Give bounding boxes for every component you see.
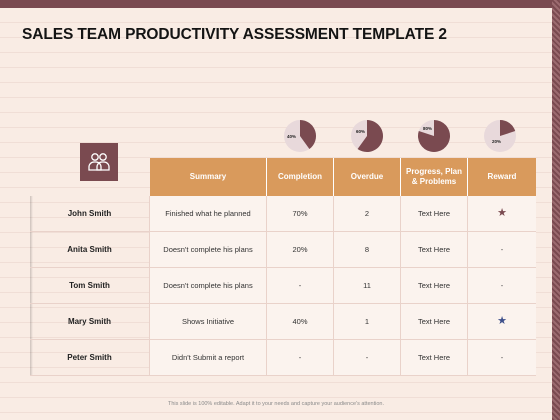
pie-label: 20% — [492, 139, 502, 144]
team-icon-box — [80, 143, 118, 181]
pie-svg — [418, 120, 450, 152]
pie-chart-reward: 20% — [483, 119, 517, 153]
pie-chart-progress: 80% — [417, 119, 451, 153]
table-row: Tom Smith Doesn't complete his plans - 1… — [30, 268, 536, 304]
row-overdue: 8 — [334, 232, 401, 267]
star-icon: ★ — [497, 207, 507, 219]
page-title: SALES TEAM PRODUCTIVITY ASSESSMENT TEMPL… — [22, 26, 447, 43]
table-header-row: Summary Completion Overdue Progress, Pla… — [30, 158, 536, 196]
row-summary: Finished what he planned — [150, 196, 267, 231]
row-reward: ★ — [468, 196, 536, 231]
row-progress: Text Here — [401, 340, 468, 375]
reward-dash: - — [500, 281, 504, 290]
pie-label: 60% — [356, 129, 366, 134]
row-progress: Text Here — [401, 268, 468, 303]
row-completion: 70% — [267, 196, 334, 231]
row-name: Tom Smith — [30, 268, 150, 303]
header-progress: Progress, Plan & Problems — [401, 158, 468, 196]
pie-value-slice — [500, 120, 516, 136]
header-summary: Summary — [150, 158, 267, 196]
pie-chart-overdue: 60% — [350, 119, 384, 153]
row-reward: - — [468, 340, 536, 375]
row-progress: Text Here — [401, 304, 468, 339]
row-name: Mary Smith — [30, 304, 150, 339]
pie-value-slice — [300, 120, 316, 149]
pie-label: 40% — [287, 134, 297, 139]
row-completion: - — [267, 340, 334, 375]
header-completion: Completion — [267, 158, 334, 196]
star-icon: ★ — [497, 315, 507, 327]
top-accent-bar — [0, 0, 560, 8]
pie-svg — [484, 120, 516, 152]
row-completion: - — [267, 268, 334, 303]
pie-label: 80% — [423, 126, 433, 131]
row-progress: Text Here — [401, 232, 468, 267]
row-summary: Shows Initiative — [150, 304, 267, 339]
row-reward: - — [468, 268, 536, 303]
table-row: Mary Smith Shows Initiative 40% 1 Text H… — [30, 304, 536, 340]
footer-note: This slide is 100% editable. Adapt it to… — [168, 401, 384, 407]
row-summary: Didn't Submit a report — [150, 340, 267, 375]
row-reward: - — [468, 232, 536, 267]
pie-chart-completion: 40% — [283, 119, 317, 153]
row-completion: 40% — [267, 304, 334, 339]
row-overdue: 11 — [334, 268, 401, 303]
team-users-icon — [88, 153, 110, 171]
table-row: Anita Smith Doesn't complete his plans 2… — [30, 232, 536, 268]
table-row: John Smith Finished what he planned 70% … — [30, 196, 536, 232]
pie-value-slice — [357, 120, 383, 152]
row-summary: Doesn't complete his plans — [150, 232, 267, 267]
table-row: Peter Smith Didn't Submit a report - - T… — [30, 340, 536, 376]
pie-svg — [284, 120, 316, 152]
pie-svg — [351, 120, 383, 152]
row-name: Anita Smith — [30, 232, 150, 267]
header-spacer — [30, 158, 150, 196]
reward-dash: - — [500, 245, 504, 254]
table-shadow — [30, 196, 33, 376]
productivity-table: Summary Completion Overdue Progress, Pla… — [30, 158, 536, 376]
header-reward: Reward — [468, 158, 536, 196]
row-overdue: 2 — [334, 196, 401, 231]
row-overdue: - — [334, 340, 401, 375]
row-overdue: 1 — [334, 304, 401, 339]
pie-value-slice — [418, 120, 450, 152]
header-overdue: Overdue — [334, 158, 401, 196]
row-name: Peter Smith — [30, 340, 150, 375]
row-reward: ★ — [468, 304, 536, 339]
right-accent-bar — [552, 0, 560, 420]
reward-dash: - — [500, 353, 504, 362]
row-summary: Doesn't complete his plans — [150, 268, 267, 303]
row-progress: Text Here — [401, 196, 468, 231]
row-completion: 20% — [267, 232, 334, 267]
row-name: John Smith — [30, 196, 150, 231]
